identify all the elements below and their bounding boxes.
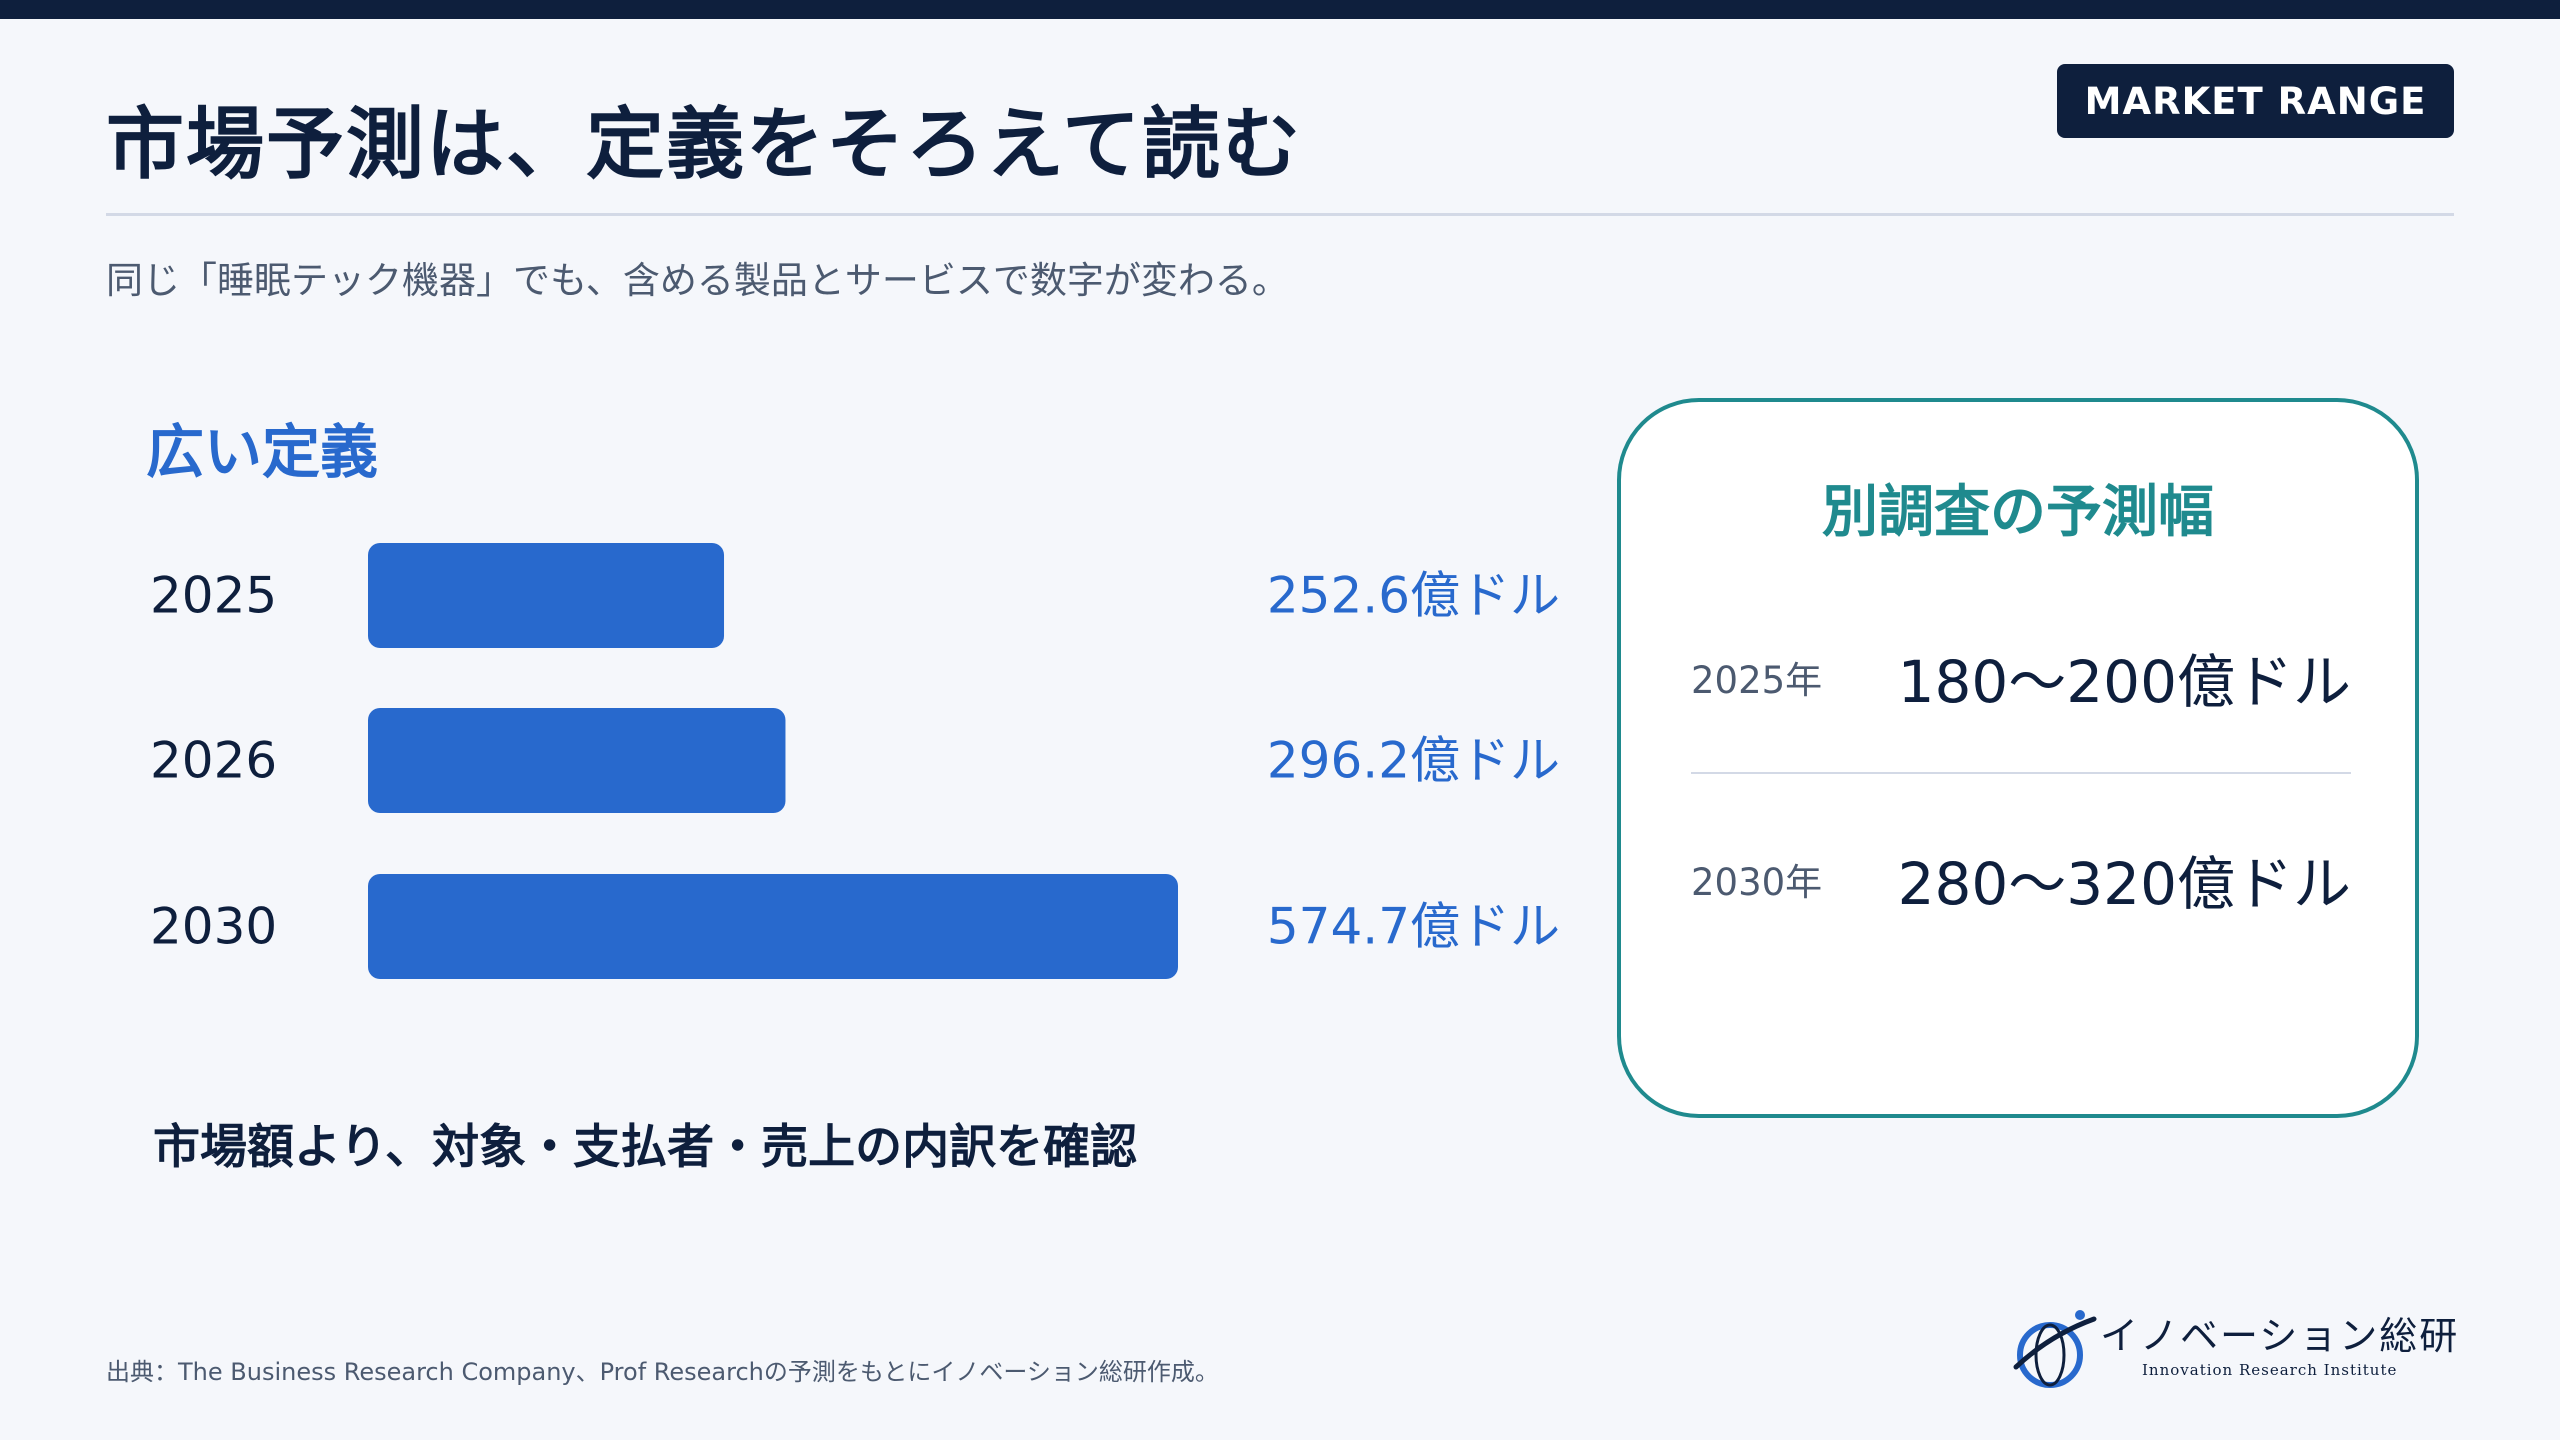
range-year: 2025年	[1691, 659, 1823, 702]
range-row-2030: 2030年 280〜320億ドル	[1691, 839, 2351, 919]
range-card-title: 別調査の予測幅	[1822, 480, 2214, 545]
range-value: 280〜320億ドル	[1897, 850, 2351, 918]
range-divider	[1691, 772, 2351, 774]
bar-category-label: 2026	[150, 732, 277, 790]
bar	[368, 874, 1178, 979]
company-logo: イノベーション総研 Innovation Research Institute	[2010, 1305, 2460, 1395]
range-card: 別調査の予測幅 2025年 180〜200億ドル 2030年 280〜320億ド…	[1617, 398, 2419, 1118]
bar-value-label: 574.7億ドル	[1267, 898, 1560, 956]
range-year: 2030年	[1691, 861, 1823, 904]
range-value: 180〜200億ドル	[1897, 648, 2351, 716]
bar	[368, 543, 725, 648]
bar-value-label: 296.2億ドル	[1267, 732, 1560, 790]
top-accent-bar	[0, 0, 2560, 19]
logo-name: イノベーション総研	[2100, 1314, 2460, 1358]
logo-subtitle: Innovation Research Institute	[2142, 1361, 2398, 1379]
page-subtitle: 同じ「睡眠テック機器」でも、含める製品とサービスで数字が変わる。	[106, 259, 1289, 302]
market-range-badge: MARKET RANGE	[2057, 64, 2454, 138]
bar	[368, 708, 786, 813]
globe-swoosh-icon	[2013, 1310, 2097, 1388]
chart-note: 市場額より、対象・支払者・売上の内訳を確認	[153, 1120, 1138, 1175]
bar-category-label: 2025	[150, 567, 277, 625]
bar-value-label: 252.6億ドル	[1267, 567, 1560, 625]
page-title: 市場予測は、定義をそろえて読む	[106, 100, 1303, 190]
bar-category-label: 2030	[150, 898, 277, 956]
chart-title: 広い定義	[146, 418, 379, 486]
source-note: 出典：The Business Research Company、Prof Re…	[106, 1358, 1219, 1386]
header-divider	[106, 213, 2454, 216]
range-row-2025: 2025年 180〜200億ドル	[1691, 637, 2351, 717]
